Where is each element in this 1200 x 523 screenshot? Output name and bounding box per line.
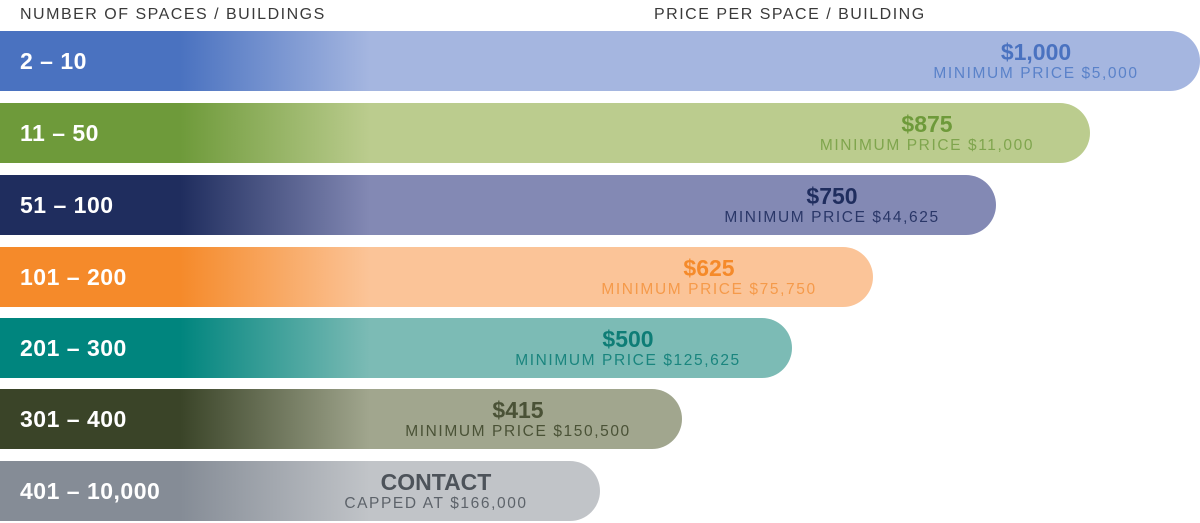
price-bar: 101 – 200 $625 MINIMUM PRICE $75,750 [0,247,873,307]
range-label: 101 – 200 [20,264,127,290]
price-bar: 11 – 50 $875 MINIMUM PRICE $11,000 [0,103,1090,163]
price-info: $415 MINIMUM PRICE $150,500 [368,397,668,441]
price-info: $500 MINIMUM PRICE $125,625 [478,326,778,370]
price-bar: 401 – 10,000 CONTACT CAPPED AT $166,000 [0,461,600,521]
price-bar: 301 – 400 $415 MINIMUM PRICE $150,500 [0,389,682,449]
x-axis-label: NUMBER OF SPACES / BUILDINGS [20,6,326,23]
price-bar: 2 – 10 $1,000 MINIMUM PRICE $5,000 [0,31,1200,91]
price-info: $875 MINIMUM PRICE $11,000 [777,111,1077,155]
y-axis-label: PRICE PER SPACE / BUILDING [654,6,926,23]
price-info: $1,000 MINIMUM PRICE $5,000 [886,39,1186,83]
minimum-price: MINIMUM PRICE $44,625 [724,209,940,226]
range-label: 201 – 300 [20,335,127,361]
price-bar: 201 – 300 $500 MINIMUM PRICE $125,625 [0,318,792,378]
price-info: $750 MINIMUM PRICE $44,625 [682,183,982,227]
range-label: 401 – 10,000 [20,478,161,504]
price-value: $750 [806,183,858,209]
range-label: 51 – 100 [20,192,114,218]
minimum-price: MINIMUM PRICE $11,000 [819,137,1035,154]
price-value: $625 [683,255,735,281]
price-value: $500 [602,326,654,352]
minimum-price: CAPPED AT $166,000 [344,495,528,512]
price-info: $625 MINIMUM PRICE $75,750 [559,255,859,299]
range-label: 2 – 10 [20,48,87,74]
minimum-price: MINIMUM PRICE $150,500 [405,423,631,440]
minimum-price: MINIMUM PRICE $125,625 [515,352,741,369]
price-value: $415 [492,397,544,423]
range-label: 301 – 400 [20,406,127,432]
price-info: CONTACT CAPPED AT $166,000 [286,469,586,513]
minimum-price: MINIMUM PRICE $5,000 [933,65,1139,82]
price-bar: 51 – 100 $750 MINIMUM PRICE $44,625 [0,175,996,235]
range-label: 11 – 50 [20,120,99,146]
price-value: $875 [901,111,953,137]
minimum-price: MINIMUM PRICE $75,750 [601,281,817,298]
price-value: CONTACT [380,469,492,495]
price-value: $1,000 [1000,39,1072,65]
